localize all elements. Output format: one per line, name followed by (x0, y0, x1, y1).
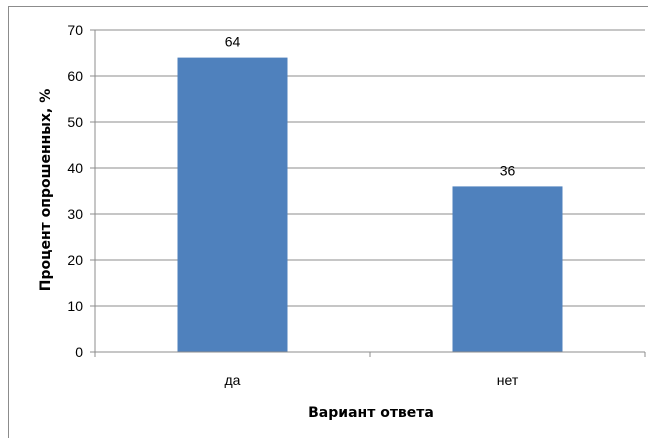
bar-1 (177, 57, 288, 352)
y-tick-label: 20 (67, 252, 83, 268)
y-axis-title: Процент опрошенных, % (38, 89, 54, 291)
data-label: 36 (500, 162, 516, 178)
x-tick-label: да (225, 372, 241, 388)
y-tick-label: 0 (75, 344, 83, 360)
x-axis-title: Вариант ответа (308, 405, 434, 421)
labels: 0 10 20 30 40 50 60 70 64 да 36 нет (67, 22, 518, 388)
chart-frame (8, 6, 648, 438)
axes (90, 29, 646, 357)
bar-2 (452, 186, 563, 352)
bars (177, 57, 563, 352)
y-tick-label: 50 (67, 114, 83, 130)
y-tick-label: 60 (67, 68, 83, 84)
y-tick-label: 70 (67, 22, 83, 38)
y-tick-label: 10 (67, 298, 83, 314)
y-tick-label: 30 (67, 206, 83, 222)
x-tick-label: нет (497, 372, 519, 388)
data-label: 64 (225, 34, 241, 50)
y-tick-label: 40 (67, 160, 83, 176)
